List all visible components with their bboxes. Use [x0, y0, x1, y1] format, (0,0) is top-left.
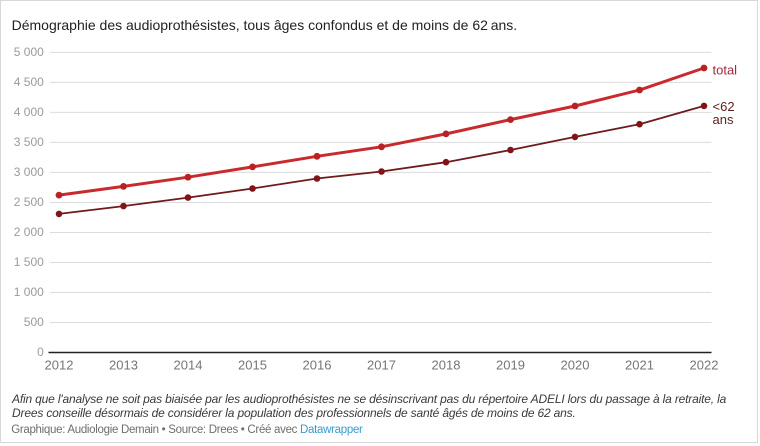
svg-text:2018: 2018	[432, 357, 461, 372]
svg-text:2019: 2019	[496, 357, 525, 372]
svg-text:2020: 2020	[561, 357, 590, 372]
svg-text:0: 0	[37, 345, 44, 359]
svg-text:2014: 2014	[174, 357, 203, 372]
svg-text:4 000: 4 000	[14, 105, 44, 119]
svg-text:<62: <62	[713, 99, 735, 114]
svg-text:500: 500	[24, 315, 44, 329]
svg-text:2 500: 2 500	[14, 195, 44, 209]
svg-text:ans: ans	[713, 112, 734, 127]
svg-text:total: total	[713, 63, 738, 78]
svg-text:2012: 2012	[45, 357, 74, 372]
svg-text:3 500: 3 500	[14, 135, 44, 149]
svg-text:2021: 2021	[625, 357, 654, 372]
svg-text:2 000: 2 000	[14, 225, 44, 239]
svg-text:4 500: 4 500	[14, 75, 44, 89]
svg-text:2022: 2022	[690, 357, 719, 372]
svg-text:2015: 2015	[238, 357, 267, 372]
svg-text:2013: 2013	[109, 357, 138, 372]
svg-text:3 000: 3 000	[14, 165, 44, 179]
svg-text:2016: 2016	[303, 357, 332, 372]
svg-text:2017: 2017	[367, 357, 396, 372]
svg-text:1 000: 1 000	[14, 285, 44, 299]
svg-text:1 500: 1 500	[14, 255, 44, 269]
svg-text:5 000: 5 000	[14, 45, 44, 59]
